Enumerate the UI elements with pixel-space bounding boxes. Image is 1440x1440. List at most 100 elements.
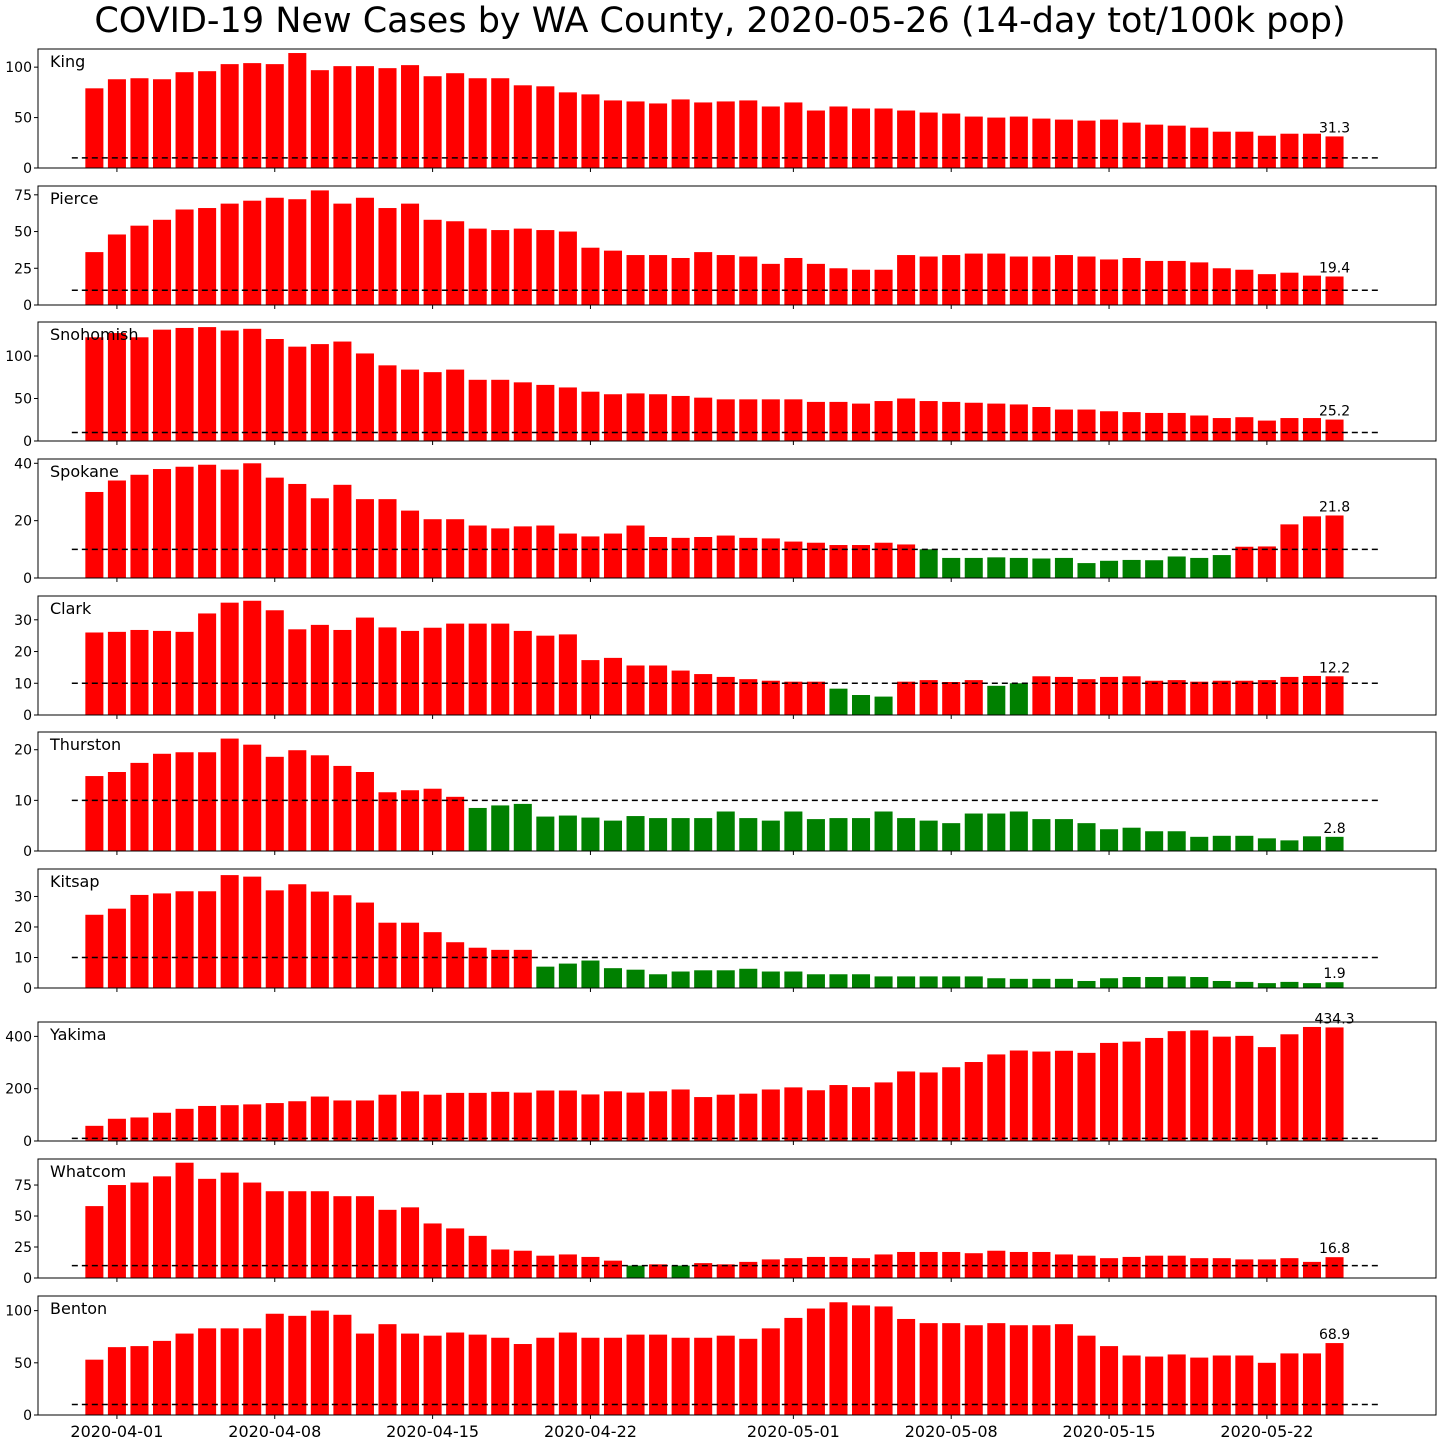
bar xyxy=(1100,829,1119,851)
bar xyxy=(446,623,465,715)
bar xyxy=(378,1324,397,1415)
bar xyxy=(1257,983,1276,988)
bar xyxy=(491,78,510,168)
bar xyxy=(1235,1035,1254,1141)
bar xyxy=(536,230,555,305)
bar xyxy=(806,1090,825,1141)
bar xyxy=(897,110,916,168)
bar xyxy=(423,788,442,851)
bar xyxy=(1145,1255,1164,1278)
bar xyxy=(829,401,848,441)
bar xyxy=(355,499,374,578)
bar xyxy=(671,1089,690,1141)
bar xyxy=(265,477,284,578)
bar xyxy=(649,1264,668,1278)
bar xyxy=(243,328,262,441)
bar xyxy=(491,1249,510,1278)
bar xyxy=(716,1264,735,1278)
bar xyxy=(603,533,623,578)
bar xyxy=(243,600,262,715)
panel-pierce: 0 25 50 75 Pierce 19.4 xyxy=(14,185,1437,314)
bar xyxy=(423,1094,442,1141)
bar xyxy=(1100,978,1119,988)
bar xyxy=(378,1094,397,1141)
bar xyxy=(784,1317,803,1415)
bar xyxy=(1280,1353,1299,1415)
bar xyxy=(378,365,397,441)
bar xyxy=(220,602,239,715)
bar xyxy=(536,1090,555,1141)
bar xyxy=(130,1346,149,1415)
bar xyxy=(1325,1257,1344,1278)
bar xyxy=(919,256,938,305)
bar xyxy=(806,110,825,168)
bar xyxy=(761,263,780,305)
bar xyxy=(1100,560,1119,578)
bar xyxy=(716,101,735,168)
bar xyxy=(355,1333,374,1415)
bar xyxy=(558,963,577,988)
bar xyxy=(671,670,690,715)
bar xyxy=(175,631,194,715)
bar xyxy=(558,92,577,168)
bar xyxy=(288,884,307,988)
axes-frame xyxy=(37,868,1437,989)
bar xyxy=(1122,1256,1141,1278)
bar xyxy=(513,1250,532,1278)
bar xyxy=(333,341,352,441)
bar xyxy=(1100,411,1119,441)
bar xyxy=(942,401,961,441)
bar xyxy=(355,902,374,988)
bar xyxy=(829,1085,848,1141)
y-tick-label: 50 xyxy=(14,225,32,241)
bar xyxy=(107,333,126,441)
last-value-label: 21.8 xyxy=(1319,499,1350,515)
x-tick-label: 2020-04-08 xyxy=(228,1422,321,1440)
bar xyxy=(401,630,420,715)
bar xyxy=(491,230,510,305)
y-tick-label: 20 xyxy=(14,514,32,530)
bar xyxy=(558,231,577,305)
x-tick-label: 2020-04-15 xyxy=(386,1422,479,1440)
bar xyxy=(1257,1362,1276,1415)
bar xyxy=(1032,1325,1051,1415)
bar xyxy=(897,1071,916,1141)
bar xyxy=(716,535,735,578)
bar xyxy=(1032,558,1051,578)
bar xyxy=(851,1258,871,1278)
bar xyxy=(423,76,442,168)
y-tick-label: 25 xyxy=(14,261,32,277)
bar xyxy=(1145,680,1164,715)
bar xyxy=(739,256,758,305)
bar xyxy=(333,629,352,715)
bar xyxy=(198,752,217,851)
bar xyxy=(603,394,623,441)
bar xyxy=(942,681,961,715)
y-tick-label: 50 xyxy=(14,1209,32,1225)
bar xyxy=(1145,977,1164,988)
bar xyxy=(355,197,374,305)
bar xyxy=(85,491,104,578)
bar xyxy=(694,1337,713,1415)
bar xyxy=(581,94,600,168)
bar xyxy=(1280,1034,1299,1141)
bar xyxy=(987,403,1006,441)
bar xyxy=(739,399,758,441)
y-tick-label: 0 xyxy=(23,434,32,450)
bar xyxy=(581,391,600,441)
bar xyxy=(288,483,307,578)
bar xyxy=(1009,1325,1028,1415)
bar xyxy=(897,255,916,305)
bar xyxy=(446,1228,465,1278)
bar xyxy=(1302,133,1322,168)
bar xyxy=(1077,1335,1096,1415)
bar xyxy=(626,1092,645,1141)
bar xyxy=(626,255,645,305)
bar xyxy=(897,818,916,851)
bar xyxy=(649,665,668,715)
x-tick-label: 2020-04-01 xyxy=(70,1422,163,1440)
bar xyxy=(1167,260,1186,305)
bar xyxy=(851,545,871,578)
bar xyxy=(468,78,487,168)
bar xyxy=(310,190,329,305)
